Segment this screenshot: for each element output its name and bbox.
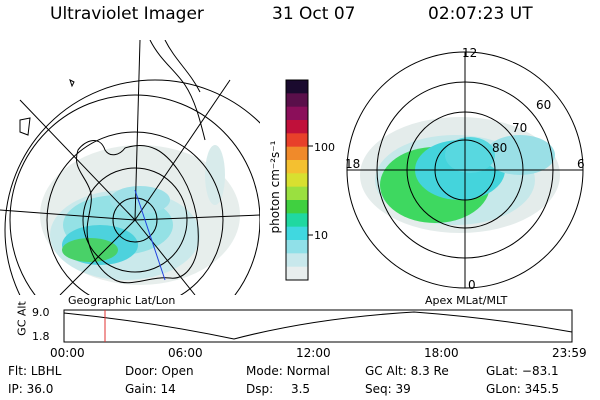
- glat-status: GLat: −83.1: [486, 364, 559, 378]
- mlt-label-18: 18: [345, 157, 361, 171]
- timeline-xtick-1: 06:00: [168, 346, 203, 360]
- colorbar-segment: [286, 80, 308, 94]
- mlat-label-70: 70: [512, 121, 528, 135]
- date-label: 31 Oct 07: [272, 4, 356, 24]
- instrument-title: Ultraviolet Imager: [50, 4, 204, 24]
- colorbar-segment: [286, 226, 308, 241]
- colorbar-segment: [286, 133, 308, 148]
- aurora-image-right: [360, 117, 560, 233]
- door-status: Door: Open: [125, 364, 194, 378]
- aurora-image-left: [40, 145, 240, 285]
- timeline-xtick-3: 18:00: [424, 346, 459, 360]
- timeline-ylabel: GC Alt: [15, 301, 29, 336]
- colorbar-segment: [286, 106, 308, 121]
- glon-status: GLon: 345.5: [486, 382, 559, 396]
- timeline-xtick-2: 12:00: [296, 346, 331, 360]
- colorbar-segment: [286, 120, 308, 134]
- colorbar-segment: [286, 160, 308, 174]
- colorbar-segment: [286, 213, 308, 228]
- right-map-label: Apex MLat/MLT: [425, 294, 508, 307]
- colorbar-segment: [286, 186, 308, 201]
- colorbar-segment: [286, 253, 308, 268]
- mlt-label-6: 6: [577, 157, 585, 171]
- flt-status: Flt: LBHL: [8, 364, 62, 378]
- timeline-ytick-9: 9.0: [32, 306, 50, 319]
- colorbar-segment: [286, 93, 308, 108]
- ip-status: IP: 36.0: [8, 382, 54, 396]
- time-label: 02:07:23 UT: [428, 4, 533, 24]
- colorbar-segment: [286, 146, 308, 161]
- colorbar: [285, 79, 313, 281]
- colorbar-tick-100: 100: [314, 141, 335, 154]
- colorbar-segment: [286, 173, 308, 188]
- timeline-ytick-1.8: 1.8: [32, 330, 50, 343]
- mode-status: Mode: Normal: [246, 364, 330, 378]
- colorbar-segment: [286, 266, 308, 281]
- timeline-xtick-4: 23:59: [552, 346, 587, 360]
- mlat-label-60: 60: [536, 98, 552, 112]
- colorbar-tick-10: 10: [314, 229, 328, 242]
- mlt-label-0: 0: [468, 278, 476, 292]
- timeline-xtick-0: 00:00: [50, 346, 85, 360]
- altitude-timeline: [63, 309, 573, 343]
- mlt-label-12: 12: [462, 46, 478, 60]
- left-map-label: Geographic Lat/Lon: [68, 294, 176, 307]
- gain-status: Gain: 14: [125, 382, 176, 396]
- colorbar-segment: [286, 240, 308, 254]
- geographic-map: [0, 40, 260, 295]
- mlat-label-80: 80: [492, 141, 508, 155]
- colorbar-segment: [286, 200, 308, 214]
- seq-status: Seq: 39: [365, 382, 411, 396]
- dsp-status: Dsp: 3.5: [246, 382, 311, 396]
- gcalt-status: GC Alt: 8.3 Re: [365, 364, 449, 378]
- polar-mlt-plot: [346, 51, 584, 289]
- colorbar-label: photon cm⁻²s⁻¹: [268, 140, 282, 234]
